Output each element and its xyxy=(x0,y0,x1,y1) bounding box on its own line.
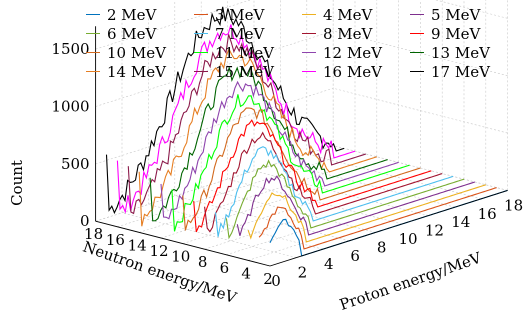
series-line xyxy=(116,24,356,214)
legend-swatch xyxy=(86,33,100,34)
proton-tick-label: 18 xyxy=(504,196,523,214)
legend-row: 6 MeV 7 MeV 8 MeV 9 MeV xyxy=(86,24,522,43)
legend-row: 2 MeV 3 MeV 4 MeV 5 MeV xyxy=(86,5,522,24)
legend-item: 10 MeV xyxy=(86,44,194,62)
proton-tick-label: 12 xyxy=(425,222,444,240)
series-line xyxy=(127,34,367,215)
legend-item: 8 MeV xyxy=(302,25,410,43)
legend-swatch xyxy=(302,33,316,34)
legend-label: 2 MeV xyxy=(107,5,157,24)
neutron-tick-label: 8 xyxy=(198,253,208,271)
neutron-tick-label: 18 xyxy=(84,225,103,243)
series-line xyxy=(138,47,377,227)
legend-label: 5 MeV xyxy=(431,5,481,24)
legend-label: 10 MeV xyxy=(107,43,166,62)
proton-tick-label: 6 xyxy=(350,247,360,265)
legend-item: 2 MeV xyxy=(86,6,194,24)
count-tick-label: 1000 xyxy=(51,98,89,116)
legend: 2 MeV 3 MeV 4 MeV 5 MeV 6 MeV 7 MeV 8 MeV 9 MeV… xyxy=(86,5,522,81)
legend-label: 17 MeV xyxy=(431,62,490,81)
legend-item: 11 MeV xyxy=(194,44,302,62)
series-line xyxy=(214,146,454,237)
series-line xyxy=(247,184,486,243)
series-line xyxy=(149,65,388,222)
legend-label: 7 MeV xyxy=(215,24,265,43)
legend-label: 16 MeV xyxy=(323,62,382,81)
axes-frame xyxy=(95,26,508,267)
legend-label: 11 MeV xyxy=(215,43,274,62)
legend-swatch xyxy=(410,14,424,15)
legend-label: 13 MeV xyxy=(431,43,490,62)
legend-swatch xyxy=(194,71,208,72)
legend-swatch xyxy=(86,71,100,72)
series-line xyxy=(160,80,399,220)
legend-item: 16 MeV xyxy=(302,63,410,81)
series-line xyxy=(236,175,476,236)
proton-tick-label: 4 xyxy=(324,255,334,273)
legend-swatch xyxy=(302,52,316,53)
series-line xyxy=(105,6,345,215)
legend-swatch xyxy=(86,52,100,53)
series-line xyxy=(171,94,410,232)
count-tick-label: 1500 xyxy=(51,40,89,58)
legend-label: 8 MeV xyxy=(323,24,373,43)
count-tick-label: 500 xyxy=(61,155,90,173)
proton-tick-label: 8 xyxy=(377,238,387,256)
legend-swatch xyxy=(302,71,316,72)
legend-item: 5 MeV xyxy=(410,6,518,24)
proton-tick-label: 0 xyxy=(271,272,281,290)
legend-row: 10 MeV 11 MeV 12 MeV 13 MeV xyxy=(86,43,522,62)
legend-swatch xyxy=(194,33,208,34)
legend-item: 14 MeV xyxy=(86,63,194,81)
proton-tick-label: 2 xyxy=(298,264,308,282)
legend-label: 14 MeV xyxy=(107,62,166,81)
legend-label: 12 MeV xyxy=(323,43,382,62)
legend-label: 3 MeV xyxy=(215,5,265,24)
series-line xyxy=(225,159,465,240)
legend-swatch xyxy=(410,71,424,72)
z-axis-label: Count xyxy=(8,160,26,206)
legend-item: 6 MeV xyxy=(86,25,194,43)
proton-tick-label: 14 xyxy=(451,213,470,231)
legend-swatch xyxy=(302,14,316,15)
legend-swatch xyxy=(86,14,100,15)
series-line xyxy=(204,131,443,233)
neutron-tick-label: 16 xyxy=(106,231,125,249)
legend-row: 14 MeV 15 MeV 16 MeV 17 MeV xyxy=(86,62,522,81)
legend-item: 7 MeV xyxy=(194,25,302,43)
series-line xyxy=(193,119,432,233)
series-lines xyxy=(105,6,508,257)
legend-item: 15 MeV xyxy=(194,63,302,81)
legend-label: 9 MeV xyxy=(431,24,481,43)
neutron-tick-label: 12 xyxy=(149,242,168,260)
legend-item: 3 MeV xyxy=(194,6,302,24)
legend-swatch xyxy=(410,33,424,34)
legend-item: 9 MeV xyxy=(410,25,518,43)
legend-item: 12 MeV xyxy=(302,44,410,62)
neutron-tick-label: 4 xyxy=(241,264,251,282)
neutron-tick-label: 2 xyxy=(263,270,273,288)
count-tick-label: 0 xyxy=(80,212,90,230)
legend-item: 13 MeV xyxy=(410,44,518,62)
legend-label: 6 MeV xyxy=(107,24,157,43)
legend-swatch xyxy=(410,52,424,53)
legend-swatch xyxy=(194,14,208,15)
proton-tick-label: 16 xyxy=(478,205,497,223)
neutron-tick-label: 6 xyxy=(220,259,230,277)
proton-tick-label: 10 xyxy=(398,230,417,248)
legend-label: 4 MeV xyxy=(323,5,373,24)
series-line xyxy=(258,187,497,250)
neutron-tick-label: 14 xyxy=(128,236,147,254)
neutron-tick-label: 10 xyxy=(171,248,190,266)
legend-swatch xyxy=(194,52,208,53)
legend-label: 15 MeV xyxy=(215,62,274,81)
legend-item: 17 MeV xyxy=(410,63,518,81)
legend-item: 4 MeV xyxy=(302,6,410,24)
